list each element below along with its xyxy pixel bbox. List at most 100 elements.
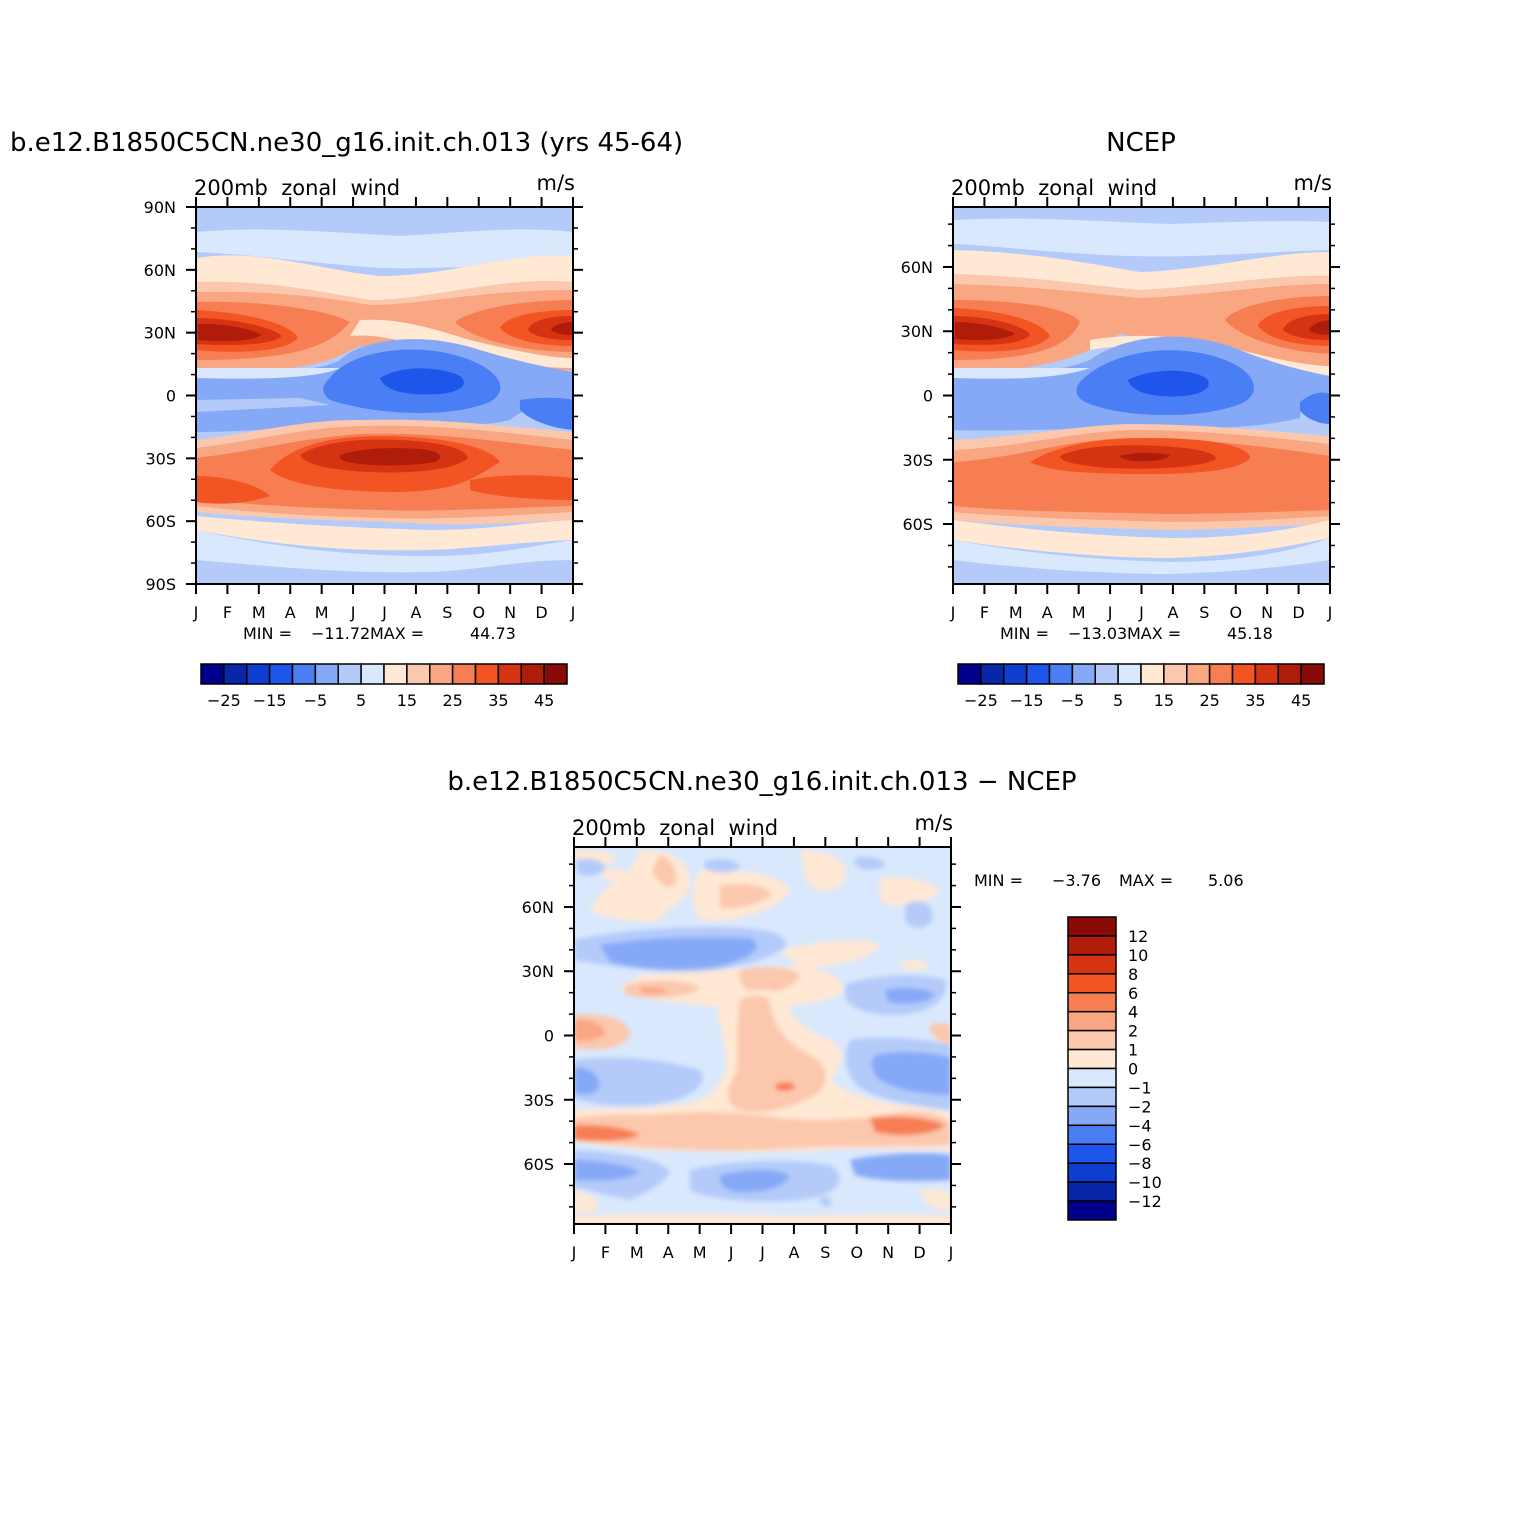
panel-diff-max-label: MAX = xyxy=(1119,871,1173,890)
panel-ncep-title: NCEP xyxy=(1106,128,1176,158)
colorbar-box xyxy=(223,663,248,685)
colorbar-box xyxy=(497,663,522,685)
x-tick-label: J xyxy=(571,1243,577,1262)
panel-diff-field xyxy=(574,847,951,1224)
x-tick-label: J xyxy=(759,1243,765,1262)
colorbar-box xyxy=(1067,954,1117,975)
panel-diff-left-string: 200mb zonal wind xyxy=(572,816,778,840)
colorbar-box xyxy=(1025,663,1051,685)
x-tick-label: J xyxy=(1327,603,1333,622)
x-tick-label: J xyxy=(948,1243,954,1262)
x-tick-label: N xyxy=(1261,603,1273,622)
panel-model-min-value: −11.72 xyxy=(311,624,370,643)
x-tick-label: F xyxy=(223,603,232,622)
colorbar-label: 10 xyxy=(1128,946,1148,965)
colorbar-label: −4 xyxy=(1128,1116,1152,1135)
x-tick-label: M xyxy=(315,603,329,622)
x-tick-label: J xyxy=(193,603,199,622)
panel-ncep-min-value: −13.03 xyxy=(1068,624,1127,643)
colorbar-label: 35 xyxy=(488,691,508,710)
colorbar-label: 15 xyxy=(1154,691,1174,710)
colorbar-box xyxy=(1067,1086,1117,1108)
colorbar-label: 0 xyxy=(1128,1060,1138,1079)
y-tick-label: 0 xyxy=(166,387,176,406)
y-tick-label: 60N xyxy=(144,261,176,280)
panel-model-left-string: 200mb zonal wind xyxy=(194,176,400,200)
colorbar-box xyxy=(957,663,982,685)
x-tick-label: A xyxy=(788,1243,799,1262)
colorbar-box xyxy=(1117,663,1142,685)
colorbar-label: 12 xyxy=(1128,927,1148,946)
x-tick-label: J xyxy=(950,603,956,622)
colorbar-label: 45 xyxy=(534,691,554,710)
x-tick-label: N xyxy=(504,603,516,622)
colorbar-box xyxy=(1186,663,1211,685)
colorbar-label: 25 xyxy=(1199,691,1219,710)
y-tick-label: 0 xyxy=(923,387,933,406)
colorbar-box xyxy=(520,663,545,685)
colorbar-box xyxy=(1067,935,1117,956)
x-tick-label: O xyxy=(1229,603,1242,622)
y-tick-label: 30N xyxy=(901,322,933,341)
x-tick-label: D xyxy=(1292,603,1304,622)
panel-model-field xyxy=(196,207,573,584)
x-tick-label: O xyxy=(850,1243,863,1262)
colorbar-box xyxy=(1067,1105,1117,1127)
colorbar-box xyxy=(1071,663,1096,685)
colorbar-box xyxy=(1067,1029,1117,1051)
colorbar-box xyxy=(291,663,317,685)
x-tick-label: J xyxy=(570,603,576,622)
colorbar-box xyxy=(1067,1162,1117,1183)
colorbar-box xyxy=(1003,663,1028,685)
colorbar-label: 35 xyxy=(1245,691,1265,710)
x-tick-label: J xyxy=(381,603,387,622)
panel-ncep-max-value: 45.18 xyxy=(1227,624,1273,643)
colorbar-label: 15 xyxy=(397,691,417,710)
colorbar-label: −25 xyxy=(964,691,998,710)
x-tick-label: S xyxy=(1199,603,1209,622)
x-tick-label: M xyxy=(252,603,266,622)
colorbar-box xyxy=(1067,1010,1117,1032)
colorbar-label: −2 xyxy=(1128,1097,1152,1116)
x-tick-label: D xyxy=(913,1243,925,1262)
x-tick-label: N xyxy=(882,1243,894,1262)
x-tick-label: A xyxy=(410,603,421,622)
colorbar-label: −6 xyxy=(1128,1135,1152,1154)
colorbar-box xyxy=(1048,663,1074,685)
panel-ncep-units: m/s xyxy=(1294,171,1332,195)
x-tick-label: S xyxy=(442,603,452,622)
colorbar-box xyxy=(474,663,500,685)
colorbar-box xyxy=(1067,1181,1117,1202)
colorbar-label: −15 xyxy=(253,691,287,710)
panel-diff-title: b.e12.B1850C5CN.ne30_g16.init.ch.013 − N… xyxy=(447,767,1076,797)
x-tick-label: M xyxy=(630,1243,644,1262)
colorbar-label: 45 xyxy=(1291,691,1311,710)
panel-diff: b.e12.B1850C5CN.ne30_g16.init.ch.013 − N… xyxy=(447,767,1243,1262)
panel-ncep-left-string: 200mb zonal wind xyxy=(951,176,1157,200)
y-tick-label: 60S xyxy=(145,512,176,531)
colorbar-box xyxy=(1067,1067,1117,1089)
x-tick-label: F xyxy=(980,603,989,622)
colorbar-box xyxy=(1067,1124,1117,1145)
panel-diff-min-label: MIN = xyxy=(974,871,1023,890)
x-tick-label: S xyxy=(820,1243,830,1262)
y-tick-label: 30S xyxy=(902,451,933,470)
x-tick-label: J xyxy=(1138,603,1144,622)
panel-ncep-min-label: MIN = xyxy=(1000,624,1049,643)
colorbar-box xyxy=(543,663,568,685)
colorbar-box xyxy=(383,663,408,685)
colorbar-box xyxy=(1067,1048,1117,1070)
panel-ncep-max-label: MAX = xyxy=(1127,624,1181,643)
panel-model-min-label: MIN = xyxy=(243,624,292,643)
panel-ncep-colorbar: −25 −15 −5 5 15 25 35 45 xyxy=(957,663,1325,710)
x-tick-label: M xyxy=(1009,603,1023,622)
x-tick-label: A xyxy=(663,1243,674,1262)
colorbar-label: 5 xyxy=(356,691,366,710)
colorbar-label: −1 xyxy=(1128,1078,1152,1097)
panel-model-max-label: MAX = xyxy=(370,624,424,643)
x-tick-label: A xyxy=(285,603,296,622)
colorbar-box xyxy=(1300,663,1325,685)
x-tick-label: J xyxy=(350,603,356,622)
